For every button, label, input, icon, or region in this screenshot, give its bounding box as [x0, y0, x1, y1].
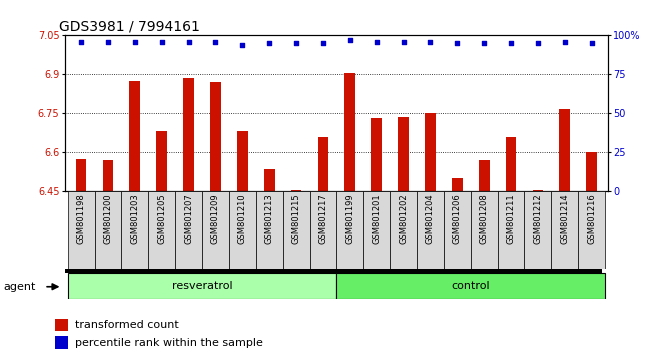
Text: GSM801208: GSM801208 [480, 194, 489, 244]
Point [533, 40, 543, 46]
Text: GSM801211: GSM801211 [506, 194, 515, 244]
Point [425, 39, 436, 45]
Bar [55, 336, 68, 349]
Bar [498, 191, 525, 269]
Point [264, 40, 274, 46]
Text: GSM801204: GSM801204 [426, 194, 435, 244]
Bar [525, 191, 551, 269]
Text: GSM801215: GSM801215 [292, 194, 300, 244]
Bar [283, 191, 309, 269]
Point [129, 39, 140, 45]
Text: control: control [451, 281, 490, 291]
Text: GSM801201: GSM801201 [372, 194, 381, 244]
Text: percentile rank within the sample: percentile rank within the sample [75, 338, 263, 348]
Bar [129, 81, 140, 191]
Point [479, 40, 489, 46]
Bar [452, 178, 463, 191]
Bar [229, 191, 255, 269]
Bar [183, 78, 194, 191]
Text: GSM801210: GSM801210 [238, 194, 247, 244]
Bar [122, 191, 148, 269]
Bar [371, 119, 382, 191]
Text: GSM801203: GSM801203 [131, 194, 139, 244]
Point [318, 40, 328, 46]
Text: GSM801205: GSM801205 [157, 194, 166, 244]
Bar [337, 191, 363, 269]
Bar [68, 273, 337, 299]
Point [103, 39, 113, 45]
Bar [471, 191, 498, 269]
Text: GSM801216: GSM801216 [587, 194, 596, 244]
Text: GSM801217: GSM801217 [318, 194, 328, 244]
Point [157, 39, 167, 45]
Point [372, 39, 382, 45]
Point [586, 40, 597, 46]
Bar [65, 269, 603, 273]
Text: GSM801214: GSM801214 [560, 194, 569, 244]
Bar [363, 191, 390, 269]
Bar [264, 169, 274, 191]
Bar [55, 319, 68, 331]
Bar [94, 191, 122, 269]
Bar [390, 191, 417, 269]
Bar [157, 131, 167, 191]
Bar [175, 191, 202, 269]
Bar [76, 159, 86, 191]
Point [183, 39, 194, 45]
Bar [425, 113, 436, 191]
Text: GSM801199: GSM801199 [345, 194, 354, 244]
Text: GSM801200: GSM801200 [103, 194, 112, 244]
Text: GSM801198: GSM801198 [77, 194, 86, 244]
Bar [417, 191, 444, 269]
Bar [586, 152, 597, 191]
Bar [444, 191, 471, 269]
Point [452, 40, 463, 46]
Bar [337, 273, 605, 299]
Bar [398, 117, 409, 191]
Text: agent: agent [3, 282, 36, 292]
Bar [309, 191, 337, 269]
Point [398, 39, 409, 45]
Point [344, 37, 355, 43]
Bar [148, 191, 175, 269]
Point [506, 40, 516, 46]
Text: transformed count: transformed count [75, 320, 179, 330]
Bar [255, 191, 283, 269]
Bar [202, 191, 229, 269]
Bar [551, 191, 578, 269]
Bar [344, 73, 355, 191]
Point [560, 39, 570, 45]
Point [291, 40, 301, 46]
Text: GSM801212: GSM801212 [534, 194, 542, 244]
Bar [479, 160, 489, 191]
Bar [210, 82, 221, 191]
Point [237, 42, 248, 47]
Bar [560, 109, 570, 191]
Bar [237, 131, 248, 191]
Text: GSM801209: GSM801209 [211, 194, 220, 244]
Text: GSM801206: GSM801206 [453, 194, 461, 244]
Text: GSM801202: GSM801202 [399, 194, 408, 244]
Text: GSM801207: GSM801207 [184, 194, 193, 244]
Bar [68, 191, 94, 269]
Text: GDS3981 / 7994161: GDS3981 / 7994161 [58, 19, 200, 34]
Bar [291, 190, 302, 191]
Bar [578, 191, 605, 269]
Point [76, 39, 86, 45]
Bar [318, 137, 328, 191]
Text: GSM801213: GSM801213 [265, 194, 274, 244]
Bar [103, 160, 113, 191]
Text: resveratrol: resveratrol [172, 281, 232, 291]
Bar [532, 190, 543, 191]
Bar [506, 137, 516, 191]
Point [210, 39, 220, 45]
